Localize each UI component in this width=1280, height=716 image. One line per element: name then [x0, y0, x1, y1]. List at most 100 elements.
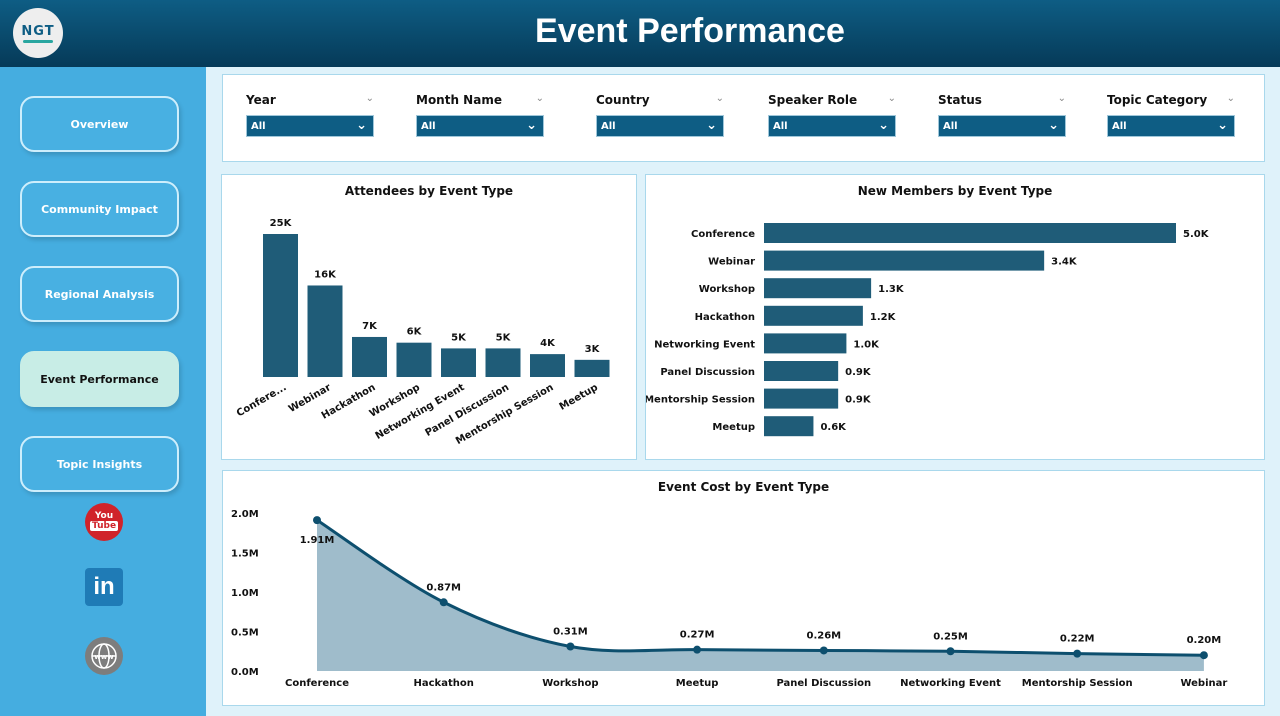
bar — [352, 336, 387, 377]
x-tick-label: Hackathon — [414, 678, 474, 689]
sidebar: Overview Community Impact Regional Analy… — [0, 67, 206, 716]
bar — [764, 223, 1176, 243]
attendees-chart: Attendees by Event Type 25K Confere... 16K… — [221, 174, 637, 460]
data-label: 1.2K — [870, 312, 897, 323]
x-tick-label: Meetup — [676, 678, 719, 689]
bar — [764, 388, 839, 409]
nav-topic-insights[interactable]: Topic Insights — [20, 436, 179, 492]
bar — [441, 348, 476, 377]
filter-label: Country ⌄ — [596, 93, 724, 115]
data-label: 5K — [496, 332, 512, 343]
data-label: 1.91M — [300, 535, 335, 546]
bar — [307, 285, 343, 377]
data-point — [566, 642, 575, 651]
event-cost-chart: Event Cost by Event Type 0.0M 0.5M 1.0M 1.5… — [222, 470, 1265, 706]
chevron-down-icon: ⌄ — [878, 118, 889, 133]
data-label: 0.27M — [680, 630, 715, 641]
filter-label: Topic Category ⌄ — [1107, 93, 1235, 115]
x-tick-label: Meetup — [558, 382, 600, 413]
filter-panel: Year ⌄ All ⌄ Month Name ⌄ All ⌄ Country ⌄ All ⌄ Spea… — [222, 74, 1265, 162]
nav-event-performance[interactable]: Event Performance — [20, 351, 179, 407]
y-tick-label: Conference — [691, 229, 755, 240]
bar — [485, 348, 521, 377]
data-label: 3.4K — [1051, 257, 1078, 268]
new-members-chart: New Members by Event Type Conference 5.0K… — [645, 174, 1265, 460]
data-point — [819, 646, 828, 655]
chevron-down-icon[interactable]: ⌄ — [887, 93, 896, 104]
data-point — [946, 647, 955, 656]
area-fill — [317, 520, 1204, 671]
series-line — [316, 518, 1204, 657]
chevron-down-icon: ⌄ — [356, 118, 367, 133]
bar — [396, 342, 432, 377]
data-label: 0.22M — [1060, 634, 1095, 645]
website-icon[interactable]: www — [84, 636, 124, 676]
x-tick-label: Panel Discussion — [776, 678, 871, 689]
y-tick-label: 1.0M — [231, 588, 259, 599]
bar — [764, 361, 839, 381]
y-tick-label: 0.5M — [231, 628, 259, 639]
x-tick-label: Confere... — [235, 382, 289, 419]
data-label: 0.9K — [845, 367, 872, 378]
x-tick-label: Conference — [285, 678, 349, 689]
bar — [764, 333, 847, 354]
chart-title: New Members by Event Type — [857, 184, 1053, 198]
filter-topic-category[interactable]: Topic Category ⌄ All ⌄ — [1107, 93, 1235, 137]
y-tick-label: 2.0M — [231, 509, 259, 520]
linkedin-icon[interactable]: in — [84, 567, 124, 607]
bar — [530, 354, 565, 377]
chevron-down-icon: ⌄ — [1217, 118, 1228, 133]
data-label: 0.31M — [553, 627, 588, 638]
bar — [574, 359, 610, 377]
data-point — [313, 516, 321, 525]
y-tick-label: 1.5M — [231, 549, 259, 560]
y-tick-label: Networking Event — [654, 339, 755, 350]
y-tick-label: 0.0M — [231, 667, 259, 678]
data-label: 0.20M — [1187, 635, 1222, 646]
chevron-down-icon[interactable]: ⌄ — [535, 93, 544, 104]
filter-dropdown[interactable]: All ⌄ — [416, 115, 544, 137]
filter-dropdown[interactable]: All ⌄ — [246, 115, 374, 137]
filter-dropdown[interactable]: All ⌄ — [596, 115, 724, 137]
chevron-down-icon[interactable]: ⌄ — [1226, 93, 1235, 104]
chevron-down-icon[interactable]: ⌄ — [365, 93, 374, 104]
y-tick-label: Workshop — [699, 284, 755, 295]
data-label: 0.25M — [933, 631, 968, 642]
filter-label: Month Name ⌄ — [416, 93, 544, 115]
chevron-down-icon: ⌄ — [526, 118, 537, 133]
bar — [764, 416, 814, 437]
x-tick-label: Workshop — [542, 678, 598, 689]
chart-title: Event Cost by Event Type — [657, 480, 830, 494]
chevron-down-icon[interactable]: ⌄ — [1057, 93, 1066, 104]
y-tick-label: Mentorship Session — [646, 395, 755, 406]
nav-community-impact[interactable]: Community Impact — [20, 181, 179, 237]
nav-regional-analysis[interactable]: Regional Analysis — [20, 266, 179, 322]
data-label: 1.3K — [878, 284, 905, 295]
header: NGT Event Performance — [0, 0, 1280, 67]
filter-year[interactable]: Year ⌄ All ⌄ — [246, 93, 374, 137]
chevron-down-icon: ⌄ — [706, 118, 717, 133]
filter-status[interactable]: Status ⌄ All ⌄ — [938, 93, 1066, 137]
filter-speaker-role[interactable]: Speaker Role ⌄ All ⌄ — [768, 93, 896, 137]
filter-country[interactable]: Country ⌄ All ⌄ — [596, 93, 724, 137]
nav-overview[interactable]: Overview — [20, 96, 179, 152]
youtube-icon[interactable]: You Tube — [84, 502, 124, 542]
y-tick-label: Webinar — [708, 257, 755, 268]
svg-text:www: www — [94, 653, 114, 661]
chart-title: Attendees by Event Type — [344, 184, 514, 198]
y-tick-label: Hackathon — [695, 312, 755, 323]
data-label: 0.6K — [820, 422, 847, 433]
data-point — [1073, 649, 1082, 658]
data-label: 6K — [407, 327, 423, 338]
filter-dropdown[interactable]: All ⌄ — [938, 115, 1066, 137]
y-tick-label: Meetup — [712, 422, 755, 433]
filter-dropdown[interactable]: All ⌄ — [1107, 115, 1235, 137]
ngt-logo: NGT — [13, 8, 63, 58]
data-label: 7K — [362, 321, 378, 332]
chevron-down-icon: ⌄ — [1048, 118, 1059, 133]
filter-month-name[interactable]: Month Name ⌄ All ⌄ — [416, 93, 544, 137]
page-title: Event Performance — [535, 12, 845, 50]
chevron-down-icon[interactable]: ⌄ — [715, 93, 724, 104]
filter-dropdown[interactable]: All ⌄ — [768, 115, 896, 137]
filter-label: Speaker Role ⌄ — [768, 93, 896, 115]
